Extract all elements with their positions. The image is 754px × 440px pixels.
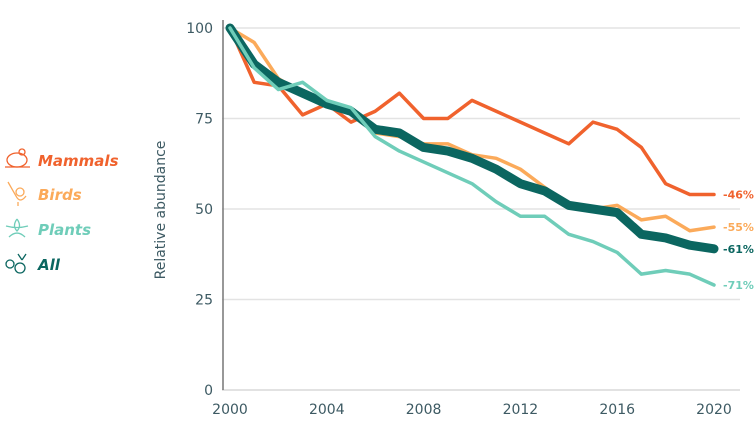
series-line-plants [228, 26, 716, 287]
legend-item-birds: Birds [7, 181, 82, 206]
legend-item-all: All [5, 253, 61, 274]
legend-label: All [37, 256, 61, 274]
end-label-all: -61% [723, 243, 754, 256]
end-label-birds: -55% [723, 221, 754, 234]
all-species-icon [5, 253, 27, 274]
y-tick-label: 0 [204, 383, 213, 399]
flower-icon [5, 218, 29, 238]
y-tick-label: 75 [195, 112, 213, 128]
x-tick-label: 2004 [309, 402, 345, 418]
series-line-all [225, 23, 719, 254]
y-tick-label: 100 [186, 21, 213, 37]
end-label-mammals: -46% [723, 189, 754, 202]
legend-label: Birds [38, 186, 82, 204]
y-axis-label: Relative abundance [153, 141, 169, 280]
x-tick-label: 2016 [599, 402, 635, 418]
y-tick-label: 50 [195, 202, 213, 218]
mouse-icon [5, 148, 30, 168]
legend-item-mammals: Mammals [5, 148, 119, 170]
legend-label: Mammals [38, 152, 119, 170]
end-label-plants: -71% [723, 279, 754, 292]
x-tick-label: 2008 [406, 402, 442, 418]
y-tick-label: 25 [195, 293, 213, 309]
legend-item-plants: Plants [5, 218, 91, 239]
x-tick-label: 2012 [503, 402, 539, 418]
x-tick-label: 2020 [696, 402, 732, 418]
x-tick-label: 2000 [212, 402, 248, 418]
series-line-birds [228, 26, 716, 233]
bird-icon [7, 181, 27, 206]
legend-label: Plants [38, 221, 91, 239]
series-line-mammals [228, 26, 716, 197]
